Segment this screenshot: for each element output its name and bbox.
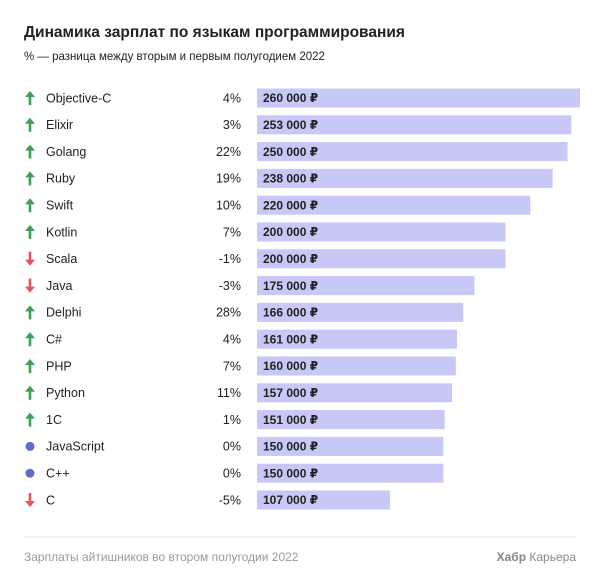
category-label: Kotlin [46,225,77,239]
value-label: 160 000 ₽ [263,359,318,373]
bar [257,410,445,430]
chart-title: Динамика зарплат по языкам программирова… [24,24,405,41]
value-label: 150 000 ₽ [263,440,318,454]
value-label: 161 000 ₽ [263,332,318,346]
trend-up [25,225,35,239]
category-label: Swift [46,198,74,212]
change-label: 4% [223,91,241,105]
bar [257,490,390,510]
change-label: 0% [223,466,241,480]
trend-down [25,278,35,293]
value-label: 107 000 ₽ [263,493,318,507]
value-label: 250 000 ₽ [263,145,318,159]
change-label: 1% [223,413,241,427]
category-label: Elixir [46,118,73,132]
change-label: 4% [223,332,241,346]
bar [257,383,453,403]
change-label: 22% [216,145,241,159]
change-label: 10% [216,198,241,212]
value-label: 151 000 ₽ [263,413,318,427]
category-label: Objective-C [46,91,111,105]
trend-up [25,305,35,320]
value-label: 220 000 ₽ [263,198,318,212]
value-label: 157 000 ₽ [263,386,318,400]
bar [257,463,444,483]
bar [257,436,444,456]
value-label: 166 000 ₽ [263,306,318,320]
change-label: 3% [223,118,241,132]
change-label: -1% [219,252,241,266]
change-label: -5% [219,493,241,507]
footer-source: Зарплаты айтишников во втором полугодии … [24,550,299,564]
value-label: 200 000 ₽ [263,252,318,266]
category-label: JavaScript [46,440,105,454]
bar [257,302,464,322]
trend-down [25,493,35,507]
trend-flat [25,468,35,478]
bar [257,115,572,135]
category-label: Java [46,279,72,293]
value-label: 200 000 ₽ [263,225,318,239]
trend-up [25,412,35,427]
change-label: 11% [217,386,241,400]
change-label: -3% [219,279,241,293]
category-label: Delphi [46,306,81,320]
brand: Хабр [497,550,526,564]
trend-up [25,117,35,132]
category-label: Python [46,386,85,400]
bar [257,356,456,376]
change-label: 7% [223,359,241,373]
trend-flat [25,441,35,451]
category-label: C++ [46,466,70,480]
bar [257,88,580,108]
trend-up [25,359,35,373]
bar [257,168,553,188]
trend-up [25,385,35,400]
bar [257,329,458,349]
value-label: 175 000 ₽ [263,279,318,293]
category-label: C [46,493,55,507]
trend-up [25,91,35,105]
chart-subtitle: % — разница между вторым и первым полуго… [24,51,325,63]
bar [257,276,475,296]
change-label: 19% [216,172,241,186]
change-label: 7% [223,225,241,239]
bar [257,142,568,162]
bar [257,249,506,269]
value-label: 150 000 ₽ [263,466,318,480]
bar [257,195,531,215]
change-label: 28% [216,306,241,320]
trend-up [25,332,35,347]
brand-suffix: Карьера [529,550,576,564]
trend-up [25,171,35,186]
trend-up [25,198,35,213]
value-label: 253 000 ₽ [263,118,318,132]
bar [257,222,506,242]
category-label: Golang [46,145,86,159]
trend-up [25,144,35,159]
category-label: 1C [46,413,62,427]
category-label: PHP [46,359,72,373]
trend-down [25,251,35,266]
category-label: C# [46,332,62,346]
category-label: Ruby [46,172,76,186]
footer-brand: Хабр Карьера [497,550,577,564]
value-label: 238 000 ₽ [263,172,318,186]
change-label: 0% [223,440,241,454]
category-label: Scala [46,252,77,266]
value-label: 260 000 ₽ [263,91,318,105]
